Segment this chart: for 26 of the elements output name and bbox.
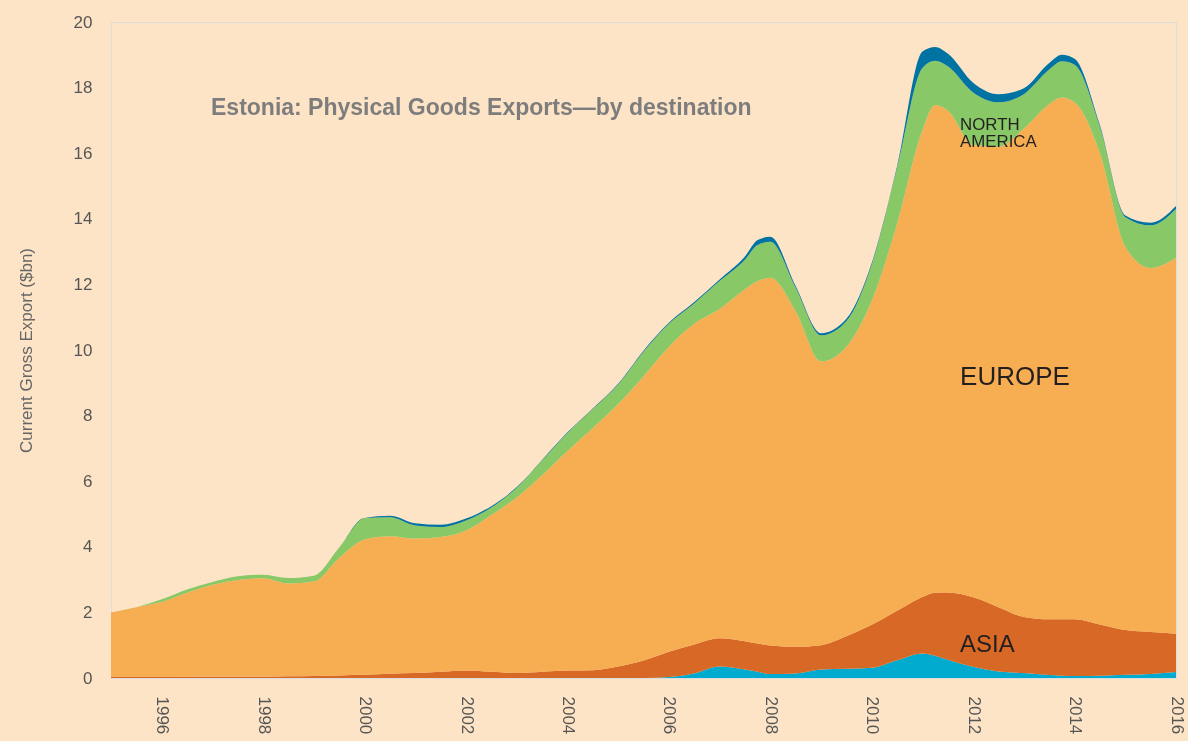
y-tick-label: 2	[83, 602, 93, 622]
x-tick-label: 2006	[660, 696, 680, 735]
text: Estonia: Physical Goods Exports—by destination	[211, 94, 752, 120]
y-tick-label: 20	[73, 12, 93, 32]
x-tick-label: 2008	[761, 696, 781, 735]
series-label: EUROPE	[960, 360, 1070, 391]
x-tick-label: 2012	[964, 696, 984, 735]
x-tick-label: 1996	[153, 696, 173, 735]
y-tick-label: 4	[83, 537, 93, 557]
y-tick-label: 8	[83, 406, 93, 426]
x-tick-label: 2014	[1066, 696, 1086, 735]
x-tick-label: 2010	[863, 696, 883, 735]
y-tick-label: 12	[73, 274, 93, 294]
y-tick-label: 10	[73, 340, 93, 360]
y-tick-label: 18	[73, 78, 93, 98]
x-tick-label: 1998	[254, 696, 274, 735]
series-label: ASIA	[960, 630, 1015, 658]
y-tick-label: 0	[83, 668, 93, 688]
x-tick-label: 2004	[558, 696, 578, 735]
y-tick-label: 16	[73, 143, 93, 163]
y-tick-label: 6	[83, 471, 93, 491]
y-axis-title: Current Gross Export ($bn)	[16, 247, 36, 454]
y-tick-label: 14	[73, 209, 93, 229]
x-tick-label: 2002	[457, 696, 477, 735]
x-tick-label: 2000	[356, 696, 376, 735]
x-tick-label: 2016	[1167, 696, 1187, 735]
